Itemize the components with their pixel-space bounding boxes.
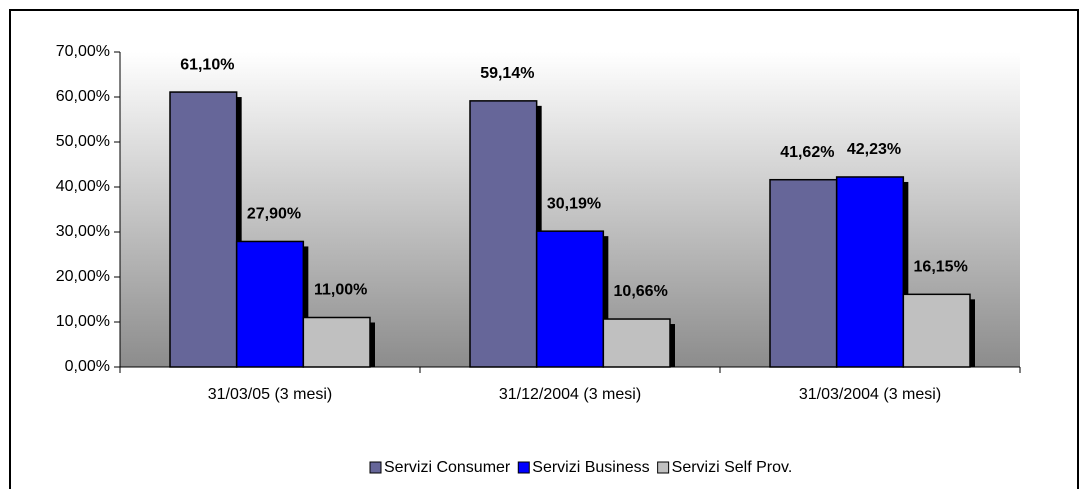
y-tick-label: 10,00% [56,313,110,330]
value-label: 41,62% [780,144,834,161]
value-label: 30,19% [547,195,601,212]
legend-swatch [369,461,382,474]
bar [535,230,605,368]
value-label: 61,10% [180,56,234,73]
bar [902,293,971,368]
y-tick-label: 30,00% [56,223,110,240]
value-label: 27,90% [247,206,301,223]
legend-label: Servizi Business [532,459,649,476]
y-tick-label: 50,00% [56,133,110,150]
value-label: 16,15% [914,259,968,276]
y-tick-label: 20,00% [56,268,110,285]
x-tick-label: 31/03/05 (3 mesi) [208,386,333,403]
bar [169,91,238,368]
bar [235,240,305,368]
legend-label: Servizi Consumer [384,459,511,476]
legend-swatch [657,461,670,474]
value-label: 59,14% [480,65,534,82]
y-tick-label: 0,00% [65,358,110,375]
bar [835,176,905,368]
legend-label: Servizi Self Prov. [672,459,793,476]
x-tick-label: 31/12/2004 (3 mesi) [499,386,641,403]
legend-swatch [517,461,530,474]
bar [469,100,538,368]
y-tick-label: 70,00% [56,43,110,60]
value-label: 10,66% [614,283,668,300]
value-label: 11,00% [314,282,367,299]
bar [602,318,671,368]
value-label: 42,23% [847,141,901,158]
x-tick-label: 31/03/2004 (3 mesi) [799,386,941,403]
bar [769,178,838,368]
y-tick-label: 60,00% [56,88,110,105]
bar [302,316,371,368]
y-tick-label: 40,00% [56,178,110,195]
